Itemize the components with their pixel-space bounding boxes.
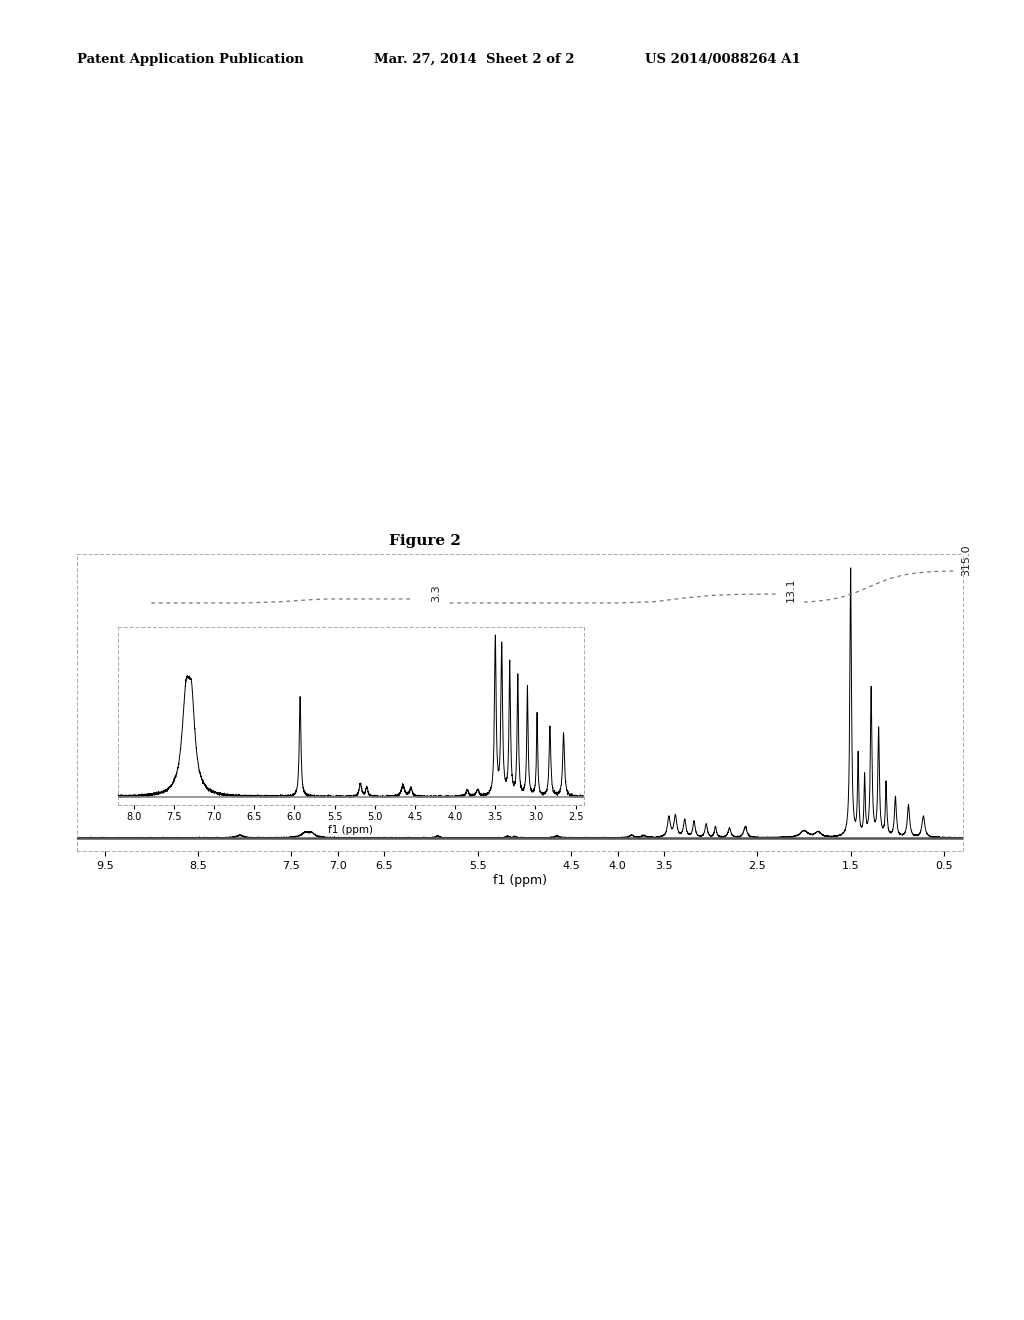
Text: 3.3: 3.3	[431, 583, 441, 602]
Text: 315.0: 315.0	[961, 544, 971, 576]
Text: Patent Application Publication: Patent Application Publication	[77, 53, 303, 66]
Text: US 2014/0088264 A1: US 2014/0088264 A1	[645, 53, 801, 66]
X-axis label: f1 (ppm): f1 (ppm)	[329, 825, 373, 836]
Text: Mar. 27, 2014  Sheet 2 of 2: Mar. 27, 2014 Sheet 2 of 2	[374, 53, 574, 66]
Text: Figure 2: Figure 2	[389, 533, 461, 548]
Text: 13.1: 13.1	[785, 577, 796, 602]
X-axis label: f1 (ppm): f1 (ppm)	[493, 874, 547, 887]
